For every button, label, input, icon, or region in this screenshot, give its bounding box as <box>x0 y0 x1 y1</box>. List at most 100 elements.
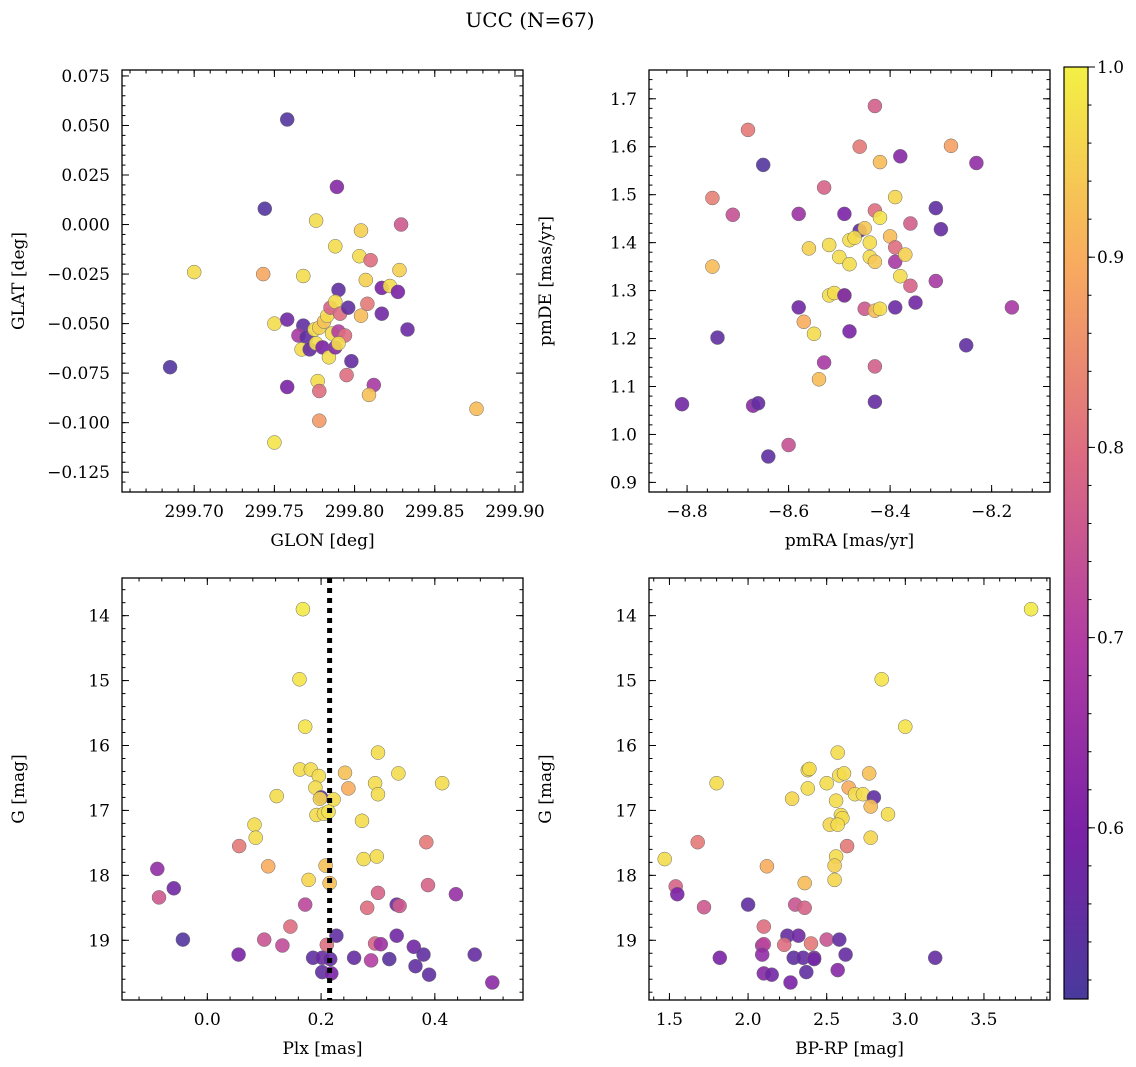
data-point <box>267 435 282 450</box>
data-point <box>867 394 883 410</box>
data-point <box>283 919 298 934</box>
data-point <box>943 138 959 154</box>
data-point <box>341 781 356 796</box>
data-point <box>279 379 295 395</box>
data-point <box>880 807 896 822</box>
data-point <box>255 266 271 282</box>
x-axis-label: GLON [deg] <box>270 531 374 551</box>
data-point <box>872 301 888 317</box>
data-point <box>830 745 845 760</box>
data-point <box>295 601 311 617</box>
data-point <box>353 223 369 238</box>
data-point <box>969 155 984 171</box>
y-tick-label: 16 <box>615 737 637 757</box>
data-point <box>696 899 712 915</box>
panel-glon-glat: 299.70 299.75 299.80 299.85 299.90 0.075 0.050… <box>9 67 545 551</box>
data-point <box>836 766 852 781</box>
x-axis-label: Plx [mas] <box>282 1039 362 1059</box>
x-tick-label: 299.75 <box>245 502 304 522</box>
data-point <box>297 719 313 734</box>
data-point <box>725 207 741 223</box>
data-point <box>166 881 182 896</box>
data-point <box>390 284 406 300</box>
y-tick-label: −0.100 <box>47 414 110 434</box>
data-point <box>279 312 295 327</box>
data-point <box>312 791 328 806</box>
data-point <box>312 413 327 428</box>
data-point <box>887 254 903 270</box>
y-tick-label: 1.6 <box>610 138 637 158</box>
axes-frame <box>648 69 1051 493</box>
x-tick-label: 299.90 <box>485 502 544 522</box>
data-point <box>837 206 852 222</box>
x-tick-label: 3.0 <box>892 1010 919 1030</box>
data-point <box>448 886 464 902</box>
x-axis-label: pmRA [mas/yr] <box>785 531 914 551</box>
data-point <box>832 932 847 947</box>
data-point <box>485 975 500 990</box>
y-tick-label: 0.000 <box>61 216 110 236</box>
data-point <box>406 939 422 955</box>
y-tick-label: 1.0 <box>610 425 637 445</box>
data-point <box>257 201 273 216</box>
colorbar-tick-label: 0.8 <box>1097 438 1124 458</box>
data-point <box>796 314 812 330</box>
data-point <box>363 252 378 268</box>
y-tick-label: −0.125 <box>47 463 110 483</box>
data-point <box>806 951 822 967</box>
y-tick-label: 18 <box>88 866 110 886</box>
data-point <box>297 897 313 912</box>
x-tick-label: 0.2 <box>308 1010 335 1030</box>
y-tick-label: 1.1 <box>610 378 637 398</box>
data-point <box>857 221 872 236</box>
colorbar-tick-label: 0.9 <box>1097 248 1124 268</box>
data-point <box>670 886 685 902</box>
data-point <box>1004 300 1020 315</box>
data-point <box>908 295 923 310</box>
data-point <box>408 958 423 974</box>
data-point <box>705 190 720 206</box>
data-point <box>256 932 272 947</box>
data-point <box>434 775 450 791</box>
data-point <box>247 817 262 832</box>
data-point <box>151 890 167 905</box>
points <box>674 98 1020 464</box>
data-point <box>150 861 165 877</box>
data-point <box>248 830 263 845</box>
data-point <box>339 367 354 383</box>
data-point <box>861 766 877 781</box>
data-point <box>260 859 276 874</box>
y-tick-label: 1.4 <box>610 234 637 254</box>
y-tick-label: 1.7 <box>610 90 637 110</box>
data-point <box>416 947 431 962</box>
y-tick-label: 15 <box>88 672 110 692</box>
colorbar: 0.6 0.7 0.8 0.9 1.0 <box>1063 58 1124 1000</box>
data-point <box>296 268 311 284</box>
data-point <box>312 383 327 399</box>
data-point <box>893 149 908 164</box>
data-point <box>740 122 756 138</box>
panel-bprp-g: 1.5 2.0 2.5 3.0 3.5 14 15 16 17 18 19 BP-RP [mag] G … <box>536 577 1051 1059</box>
y-tick-label: 14 <box>88 607 110 627</box>
colorbar-tick-label: 0.6 <box>1097 819 1124 839</box>
points <box>657 601 1039 990</box>
data-point <box>781 437 796 453</box>
data-point <box>269 788 284 804</box>
data-point <box>847 230 862 246</box>
axes-frame <box>121 69 524 493</box>
data-point <box>420 877 436 893</box>
data-point <box>674 396 690 412</box>
data-point <box>863 830 878 845</box>
x-tick-label: 299.80 <box>325 502 384 522</box>
data-point <box>1023 601 1039 617</box>
data-point <box>783 975 798 990</box>
data-point <box>827 858 842 873</box>
data-point <box>830 962 845 978</box>
y-tick-label: −0.025 <box>47 265 110 285</box>
data-point <box>872 154 888 170</box>
data-point <box>867 98 883 114</box>
data-point <box>821 237 837 253</box>
data-point <box>791 928 806 943</box>
data-point <box>761 449 776 464</box>
data-point <box>852 139 867 154</box>
